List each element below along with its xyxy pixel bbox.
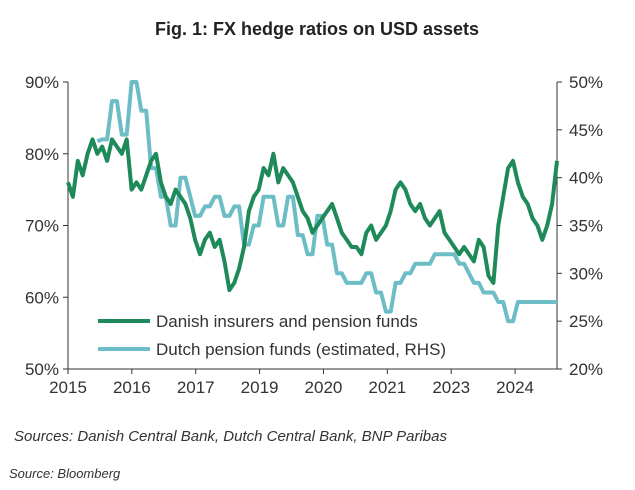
y-left-tick-label: 90% bbox=[25, 73, 59, 92]
y-left-tick-label: 70% bbox=[25, 217, 59, 236]
x-tick-label: 2021 bbox=[368, 378, 406, 397]
sources-annotation: Sources: Danish Central Bank, Dutch Cent… bbox=[14, 428, 447, 445]
x-tick-label: 2019 bbox=[241, 378, 279, 397]
y-right-tick-label: 30% bbox=[569, 264, 603, 283]
y-left-tick-label: 80% bbox=[25, 145, 59, 164]
x-axis-ticks: 2015 2016 2017 2019 2020 2021 2023 2024 bbox=[49, 369, 534, 397]
legend: Danish insurers and pension funds Dutch … bbox=[98, 312, 446, 359]
y-right-tick-label: 50% bbox=[569, 73, 603, 92]
legend-label-danish: Danish insurers and pension funds bbox=[156, 312, 418, 331]
series-line-danish-insurers bbox=[66, 137, 559, 293]
legend-label-dutch: Dutch pension funds (estimated, RHS) bbox=[156, 340, 446, 359]
y-right-tick-label: 25% bbox=[569, 312, 603, 331]
source-note: Source: Bloomberg bbox=[9, 466, 121, 481]
x-tick-label: 2023 bbox=[432, 378, 470, 397]
y-left-tick-label: 50% bbox=[25, 360, 59, 379]
y-right-tick-label: 20% bbox=[569, 360, 603, 379]
series-line-dutch-pension-funds bbox=[96, 80, 557, 324]
y-right-tick-label: 35% bbox=[569, 217, 603, 236]
x-tick-label: 2016 bbox=[113, 378, 151, 397]
y-axis-right-ticks: 50% 45% 40% 35% 30% 25% 20% bbox=[557, 73, 603, 379]
x-tick-label: 2024 bbox=[496, 378, 534, 397]
x-tick-label: 2017 bbox=[177, 378, 215, 397]
chart-title: Fig. 1: FX hedge ratios on USD assets bbox=[155, 19, 479, 39]
y-right-tick-label: 40% bbox=[569, 169, 603, 188]
x-tick-label: 2020 bbox=[305, 378, 343, 397]
y-left-tick-label: 60% bbox=[25, 288, 59, 307]
x-tick-label: 2015 bbox=[49, 378, 87, 397]
y-axis-left-ticks: 90% 80% 70% 60% 50% bbox=[25, 73, 68, 379]
y-right-tick-label: 45% bbox=[569, 121, 603, 140]
